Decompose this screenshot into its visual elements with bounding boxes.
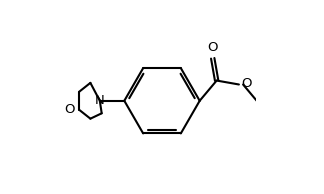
Text: O: O — [64, 103, 75, 116]
Text: O: O — [241, 77, 252, 90]
Text: O: O — [207, 41, 218, 54]
Text: N: N — [95, 94, 105, 107]
